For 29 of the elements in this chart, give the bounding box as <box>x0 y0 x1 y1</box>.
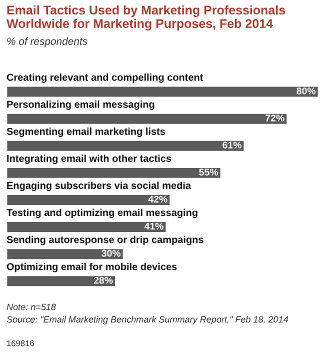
bar <box>6 194 171 206</box>
y-tick-label: Personalizing email messaging <box>7 100 154 110</box>
source-note: Source: "Email Marketing Benchmark Summary Report," Feb 18, 2014 <box>6 316 288 324</box>
chart-subtitle: % of respondents <box>7 37 88 47</box>
bar <box>6 274 116 288</box>
data-label: 28% <box>94 276 113 284</box>
bar <box>6 112 288 126</box>
y-tick-label: Engaging subscribers via social media <box>7 182 192 192</box>
data-label: 41% <box>144 222 164 230</box>
y-tick-label: Testing and optimizing email messaging <box>6 208 198 218</box>
data-label: 72% <box>266 114 284 122</box>
data-label: 80% <box>296 88 316 94</box>
bar <box>6 166 222 180</box>
text: Note: n=518 <box>6 304 56 310</box>
bar <box>6 85 318 98</box>
data-label: 55% <box>199 168 218 176</box>
y-tick-label: Integrating email with other tactics <box>7 154 172 164</box>
chart-title: Email Tactics Used by Marketing Professionals Worldwide for Marketing Purposes, Feb 2014 <box>6 5 286 31</box>
data-label: 30% <box>102 250 121 257</box>
bar <box>6 220 168 234</box>
data-label: 61% <box>222 142 242 148</box>
y-tick-label: Sending autoresponse or drip campaigns <box>6 236 204 246</box>
bar <box>6 248 124 260</box>
bar <box>6 140 246 152</box>
y-tick-label: Optimizing email for mobile devices <box>6 262 177 272</box>
data-label: 42% <box>148 196 168 203</box>
text: 169816 <box>7 340 34 346</box>
y-tick-label: Creating relevant and compelling content <box>6 74 204 83</box>
y-tick-label: Segmenting email marketing lists <box>6 128 166 137</box>
